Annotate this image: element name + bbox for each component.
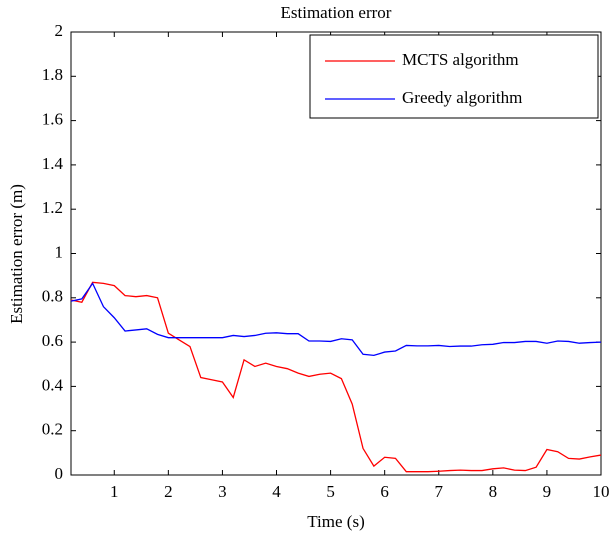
legend-label: Greedy algorithm [402,88,522,107]
x-tick-label: 3 [218,482,227,501]
y-tick-label: 2 [55,21,64,40]
y-tick-label: 1.4 [42,154,64,173]
y-tick-label: 0.6 [42,331,63,350]
legend-label: MCTS algorithm [402,50,519,69]
x-tick-label: 9 [543,482,552,501]
y-axis-label: Estimation error (m) [7,184,26,324]
y-tick-label: 0.8 [42,287,63,306]
y-tick-label: 0 [55,464,64,483]
x-tick-label: 4 [272,482,281,501]
x-tick-label: 7 [435,482,444,501]
y-tick-label: 0.2 [42,420,63,439]
x-tick-label: 5 [326,482,335,501]
x-tick-label: 6 [380,482,389,501]
y-tick-label: 1.2 [42,198,63,217]
x-axis-label: Time (s) [307,512,364,531]
chart-title: Estimation error [281,3,392,22]
x-tick-label: 8 [489,482,498,501]
series-line [70,281,602,473]
x-tick-label: 2 [164,482,173,501]
y-tick-label: 1.6 [42,110,63,129]
y-tick-label: 1.8 [42,65,63,84]
x-tick-label: 1 [110,482,119,501]
legend-box [309,34,599,119]
x-tick-label: 10 [593,482,610,501]
y-tick-label: 0.4 [42,375,64,394]
series-line [70,282,602,357]
y-tick-label: 1 [55,242,64,261]
